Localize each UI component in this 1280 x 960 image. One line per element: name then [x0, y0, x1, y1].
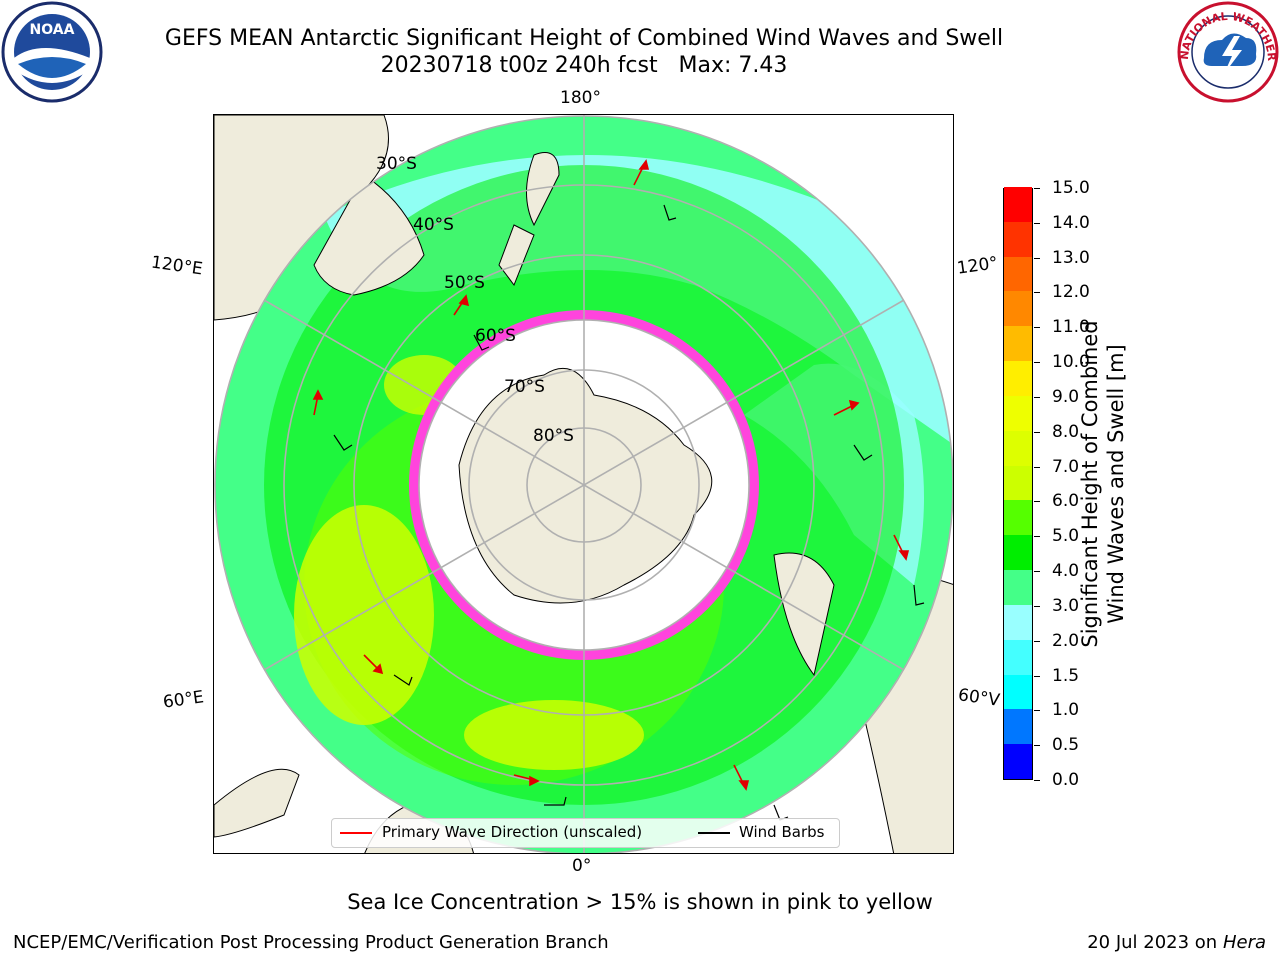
- colorbar-label: Significant Height of Combined Wind Wave…: [1078, 320, 1128, 648]
- map-forecast-info: 20230718 t00z 240h fcst Max: 7.43: [380, 53, 788, 78]
- lon-label-0: 0°: [572, 856, 592, 876]
- map-legend: Primary Wave Direction (unscaled) Wind B…: [331, 818, 840, 848]
- colorbar-tick: [1034, 501, 1040, 503]
- colorbar-segment: [1004, 290, 1032, 327]
- legend-primary-wave: Primary Wave Direction (unscaled): [382, 823, 643, 841]
- colorbar-tick: [1034, 640, 1040, 642]
- colorbar-segment: [1004, 743, 1032, 779]
- map-frame: 30°S 40°S 50°S 60°S 70°S 80°S: [213, 114, 954, 854]
- colorbar-tick-label: 9.0: [1052, 386, 1080, 407]
- lat-label-50s: 50°S: [444, 273, 485, 293]
- colorbar-tick: [1034, 605, 1040, 607]
- colorbar-tick: [1034, 222, 1040, 224]
- colorbar-segment: [1004, 639, 1032, 675]
- colorbar-tick: [1034, 431, 1040, 433]
- colorbar-segment: [1004, 325, 1032, 362]
- noaa-logo-icon: NOAA: [1, 1, 103, 103]
- lat-label-70s: 70°S: [504, 377, 545, 397]
- colorbar-tick: [1034, 257, 1040, 259]
- primary-wave-swatch: [340, 832, 372, 834]
- colorbar-segment: [1004, 256, 1032, 292]
- colorbar-tick-label: 0.0: [1052, 770, 1080, 790]
- lon-label-120e: 120°E: [149, 252, 204, 280]
- colorbar-segment: [1004, 395, 1032, 431]
- colorbar-segment: [1004, 569, 1032, 605]
- colorbar-tick: [1034, 571, 1040, 573]
- colorbar-tick-label: 1.0: [1052, 700, 1080, 721]
- graticule: [214, 115, 953, 853]
- wind-barbs-swatch: [698, 832, 730, 834]
- colorbar-tick-label: 8.0: [1052, 421, 1080, 442]
- nws-logo-icon: NATIONAL WEATHER SERVICE: [1176, 0, 1279, 103]
- lat-label-80s: 80°S: [533, 426, 574, 446]
- colorbar-segment: [1004, 360, 1032, 396]
- colorbar-tick: [1034, 536, 1040, 538]
- colorbar-tick: [1034, 292, 1040, 294]
- colorbar-tick: [1034, 327, 1040, 329]
- colorbar: [1003, 186, 1033, 780]
- colorbar-segment: [1004, 674, 1032, 710]
- colorbar-segment: [1004, 534, 1032, 571]
- colorbar-tick-label: 2.0: [1052, 630, 1080, 651]
- noaa-logo-text: NOAA: [30, 22, 75, 38]
- colorbar-segment: [1004, 430, 1032, 466]
- lon-label-180: 180°: [560, 88, 601, 108]
- lon-label-120w: 120°: [955, 253, 1000, 279]
- lon-label-60e: 60°E: [161, 687, 206, 713]
- colorbar-tick: [1034, 188, 1040, 189]
- colorbar-tick-label: 1.5: [1052, 665, 1080, 686]
- footer-host: Hera: [1222, 932, 1266, 953]
- colorbar-tick-label: 10.0: [1052, 352, 1090, 373]
- wind-barbs: [333, 204, 925, 821]
- footer-credit: NCEP/EMC/Verification Post Processing Pr…: [13, 932, 609, 953]
- colorbar-tick-label: 3.0: [1052, 595, 1080, 616]
- colorbar-segment: [1004, 465, 1032, 501]
- colorbar-segment: [1004, 221, 1032, 257]
- colorbar-tick: [1034, 362, 1040, 364]
- colorbar-segment: [1004, 499, 1032, 536]
- primary-wave-arrows: [312, 159, 910, 791]
- colorbar-tick: [1034, 780, 1040, 781]
- colorbar-segment: [1004, 186, 1032, 222]
- lat-label-30s: 30°S: [376, 154, 417, 174]
- map-title: GEFS MEAN Antarctic Significant Height o…: [164, 26, 1004, 51]
- colorbar-tick-label: 6.0: [1052, 491, 1080, 512]
- polar-map: 30°S 40°S 50°S 60°S 70°S 80°S: [214, 115, 953, 853]
- lon-label-60w: 60°V: [956, 685, 1001, 711]
- colorbar-tick-label: 12.0: [1052, 282, 1090, 303]
- colorbar-tick-label: 14.0: [1052, 212, 1090, 233]
- colorbar-tick: [1034, 745, 1040, 747]
- legend-wind-barbs: Wind Barbs: [739, 823, 825, 841]
- colorbar-tick: [1034, 710, 1040, 712]
- colorbar-tick-label: 4.0: [1052, 561, 1080, 582]
- colorbar-tick-label: 5.0: [1052, 526, 1080, 547]
- lat-label-60s: 60°S: [475, 326, 516, 346]
- colorbar-tick-label: 11.0: [1052, 317, 1090, 338]
- colorbar-segment: [1004, 604, 1032, 640]
- colorbar-segment: [1004, 708, 1032, 745]
- colorbar-tick-label: 0.5: [1052, 735, 1080, 756]
- lat-label-40s: 40°S: [413, 215, 454, 235]
- colorbar-tick: [1034, 396, 1040, 398]
- colorbar-tick-label: 13.0: [1052, 247, 1090, 268]
- colorbar-tick: [1034, 466, 1040, 468]
- sea-ice-note: Sea Ice Concentration > 15% is shown in …: [347, 890, 933, 914]
- colorbar-tick-label: 15.0: [1052, 178, 1090, 198]
- wave-band-6m: [294, 505, 434, 725]
- colorbar-tick: [1034, 675, 1040, 677]
- colorbar-tick-label: 7.0: [1052, 456, 1080, 477]
- footer-date: 20 Jul 2023 on Hera: [1087, 932, 1266, 953]
